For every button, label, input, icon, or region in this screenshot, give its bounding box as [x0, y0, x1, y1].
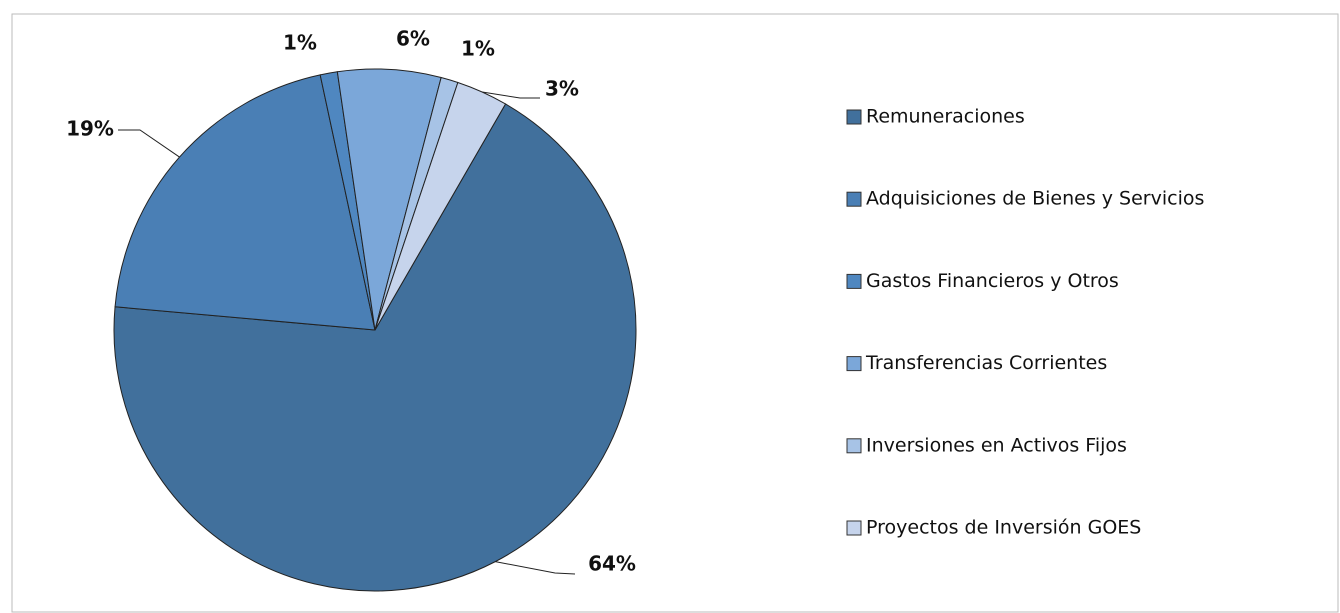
leader-line: [482, 91, 540, 99]
legend-label: Adquisiciones de Bienes y Servicios: [866, 188, 1204, 210]
data-label: 1%: [461, 37, 495, 61]
leader-line: [118, 129, 180, 158]
pie-slice: [374, 81, 507, 331]
data-label: 19%: [66, 117, 114, 141]
leader-line: [495, 561, 576, 575]
data-label: 1%: [283, 31, 317, 55]
data-label: 6%: [396, 27, 430, 51]
data-label: 64%: [588, 552, 636, 576]
legend-label: Proyectos de Inversión GOES: [866, 517, 1141, 539]
legend-swatch: [846, 109, 862, 125]
legend-label: Inversiones en Activos Fijos: [866, 434, 1127, 456]
legend-swatch: [846, 520, 862, 536]
legend-swatch: [846, 356, 862, 372]
legend-label: Transferencias Corrientes: [865, 352, 1107, 374]
legend-swatch: [846, 438, 862, 454]
legend-swatch: [846, 273, 862, 289]
legend-label: Gastos Financieros y Otros: [866, 270, 1119, 292]
data-label: 3%: [545, 77, 579, 101]
legend-swatch: [846, 191, 862, 207]
pie-slice: [114, 74, 376, 331]
pie-slice: [113, 103, 637, 592]
legend-label: Remuneraciones: [866, 106, 1025, 128]
